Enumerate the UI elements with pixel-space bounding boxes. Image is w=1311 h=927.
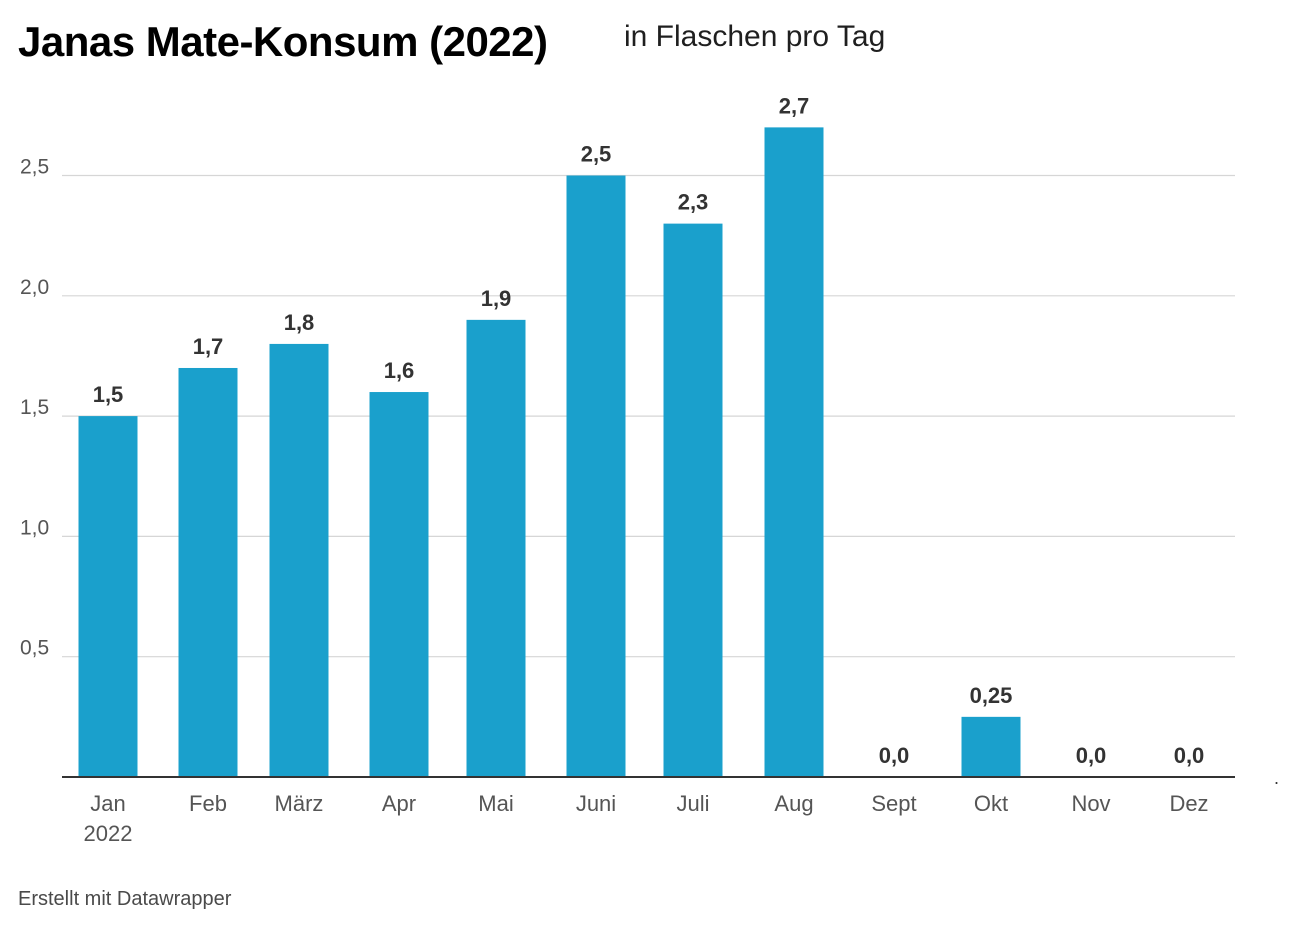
y-tick-label: 2,0	[20, 276, 49, 299]
x-tick-label: Juni	[576, 791, 616, 816]
y-tick-label: 1,0	[20, 516, 49, 539]
x-tick-label: Juli	[676, 791, 709, 816]
x-tick-label: Mai	[478, 791, 513, 816]
x-tick-label: Feb	[189, 791, 227, 816]
y-tick-label: 0,5	[20, 637, 49, 660]
bar-value-label: 2,7	[779, 93, 810, 118]
bar-value-label: 2,5	[581, 142, 612, 167]
bar	[178, 367, 238, 777]
x-tick-label: Aug	[774, 791, 813, 816]
x-tick-label: Nov	[1071, 791, 1110, 816]
bar-value-label: 0,0	[879, 743, 910, 768]
x-tick-label: Dez	[1169, 791, 1208, 816]
bar	[961, 716, 1021, 777]
bar-value-label: 1,5	[93, 382, 124, 407]
x-tick-label: Sept	[871, 791, 916, 816]
trailing-dot: .	[1274, 768, 1280, 788]
chart-title: Janas Mate-Konsum (2022)	[18, 18, 548, 65]
x-tick-label: Apr	[382, 791, 416, 816]
bar	[466, 319, 526, 777]
bar-value-label: 0,25	[970, 683, 1013, 708]
bar-value-label: 0,0	[1174, 743, 1205, 768]
x-tick-label: Okt	[974, 791, 1008, 816]
y-tick-label: 1,5	[20, 396, 49, 419]
bar	[369, 392, 429, 777]
bar-value-label: 0,0	[1076, 743, 1107, 768]
bar	[764, 127, 824, 777]
bar	[663, 223, 723, 777]
chart-subtitle: in Flaschen pro Tag	[624, 20, 886, 53]
bar-value-label: 1,9	[481, 286, 512, 311]
footer-credit: Erstellt mit Datawrapper	[18, 888, 232, 910]
bar-value-label: 1,6	[384, 358, 415, 383]
bar-value-label: 2,3	[678, 190, 709, 215]
bar-value-label: 1,7	[193, 334, 224, 359]
bar	[78, 416, 138, 777]
y-tick-label: 2,5	[20, 156, 49, 179]
bar	[566, 175, 626, 777]
bar	[269, 343, 329, 777]
x-tick-label: Jan 2022	[84, 791, 133, 846]
x-tick-label: März	[275, 791, 324, 816]
bar-value-label: 1,8	[284, 310, 315, 335]
